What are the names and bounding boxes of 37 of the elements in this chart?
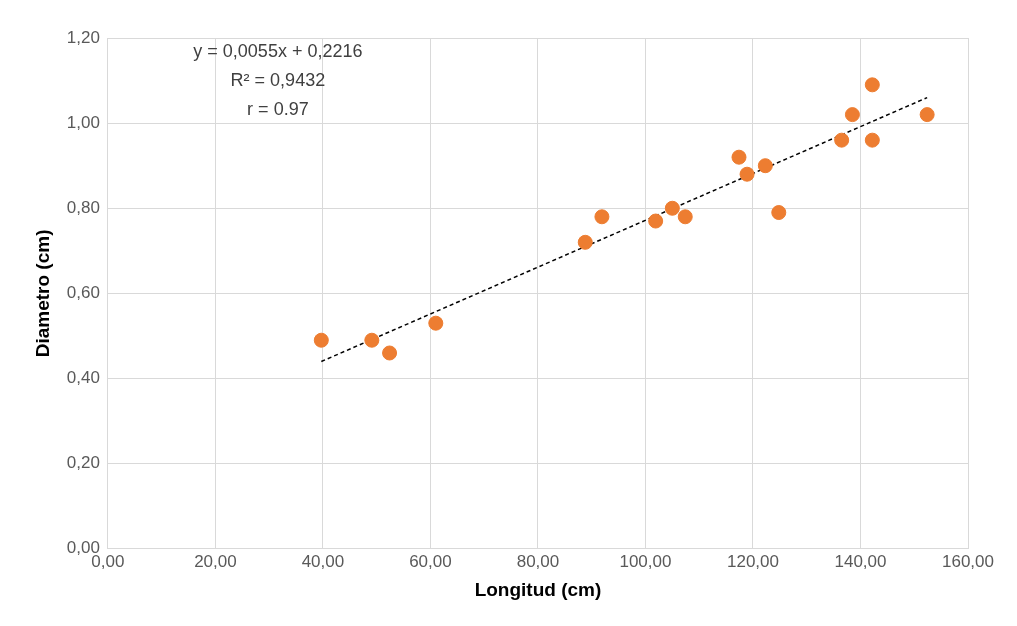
- point: [739, 166, 755, 182]
- x-tick-label: 40,00: [301, 551, 345, 571]
- y-tick-label: 0,40: [66, 368, 100, 388]
- point: [864, 132, 880, 148]
- y-axis-title: Diametro (cm): [31, 229, 53, 358]
- point: [731, 149, 747, 165]
- point: [864, 77, 880, 93]
- x-axis-title: Longitud (cm): [474, 578, 602, 600]
- point: [834, 132, 850, 148]
- x-tick-label: 160,00: [942, 551, 994, 571]
- y-tick-label: 1,20: [66, 27, 100, 47]
- y-tick-label: 0,20: [66, 453, 100, 473]
- point: [382, 345, 398, 361]
- x-tick-label: 20,00: [194, 551, 237, 571]
- point: [757, 158, 773, 174]
- y-tick-label: 0,60: [66, 283, 100, 303]
- y-tick-label: 0,80: [66, 197, 100, 217]
- point: [313, 332, 329, 348]
- x-tick-label: 120,00: [726, 551, 779, 571]
- x-tick-label: 100,00: [619, 551, 672, 571]
- point: [919, 107, 935, 123]
- point: [771, 205, 787, 221]
- annotation: R² = 0,9432: [230, 69, 326, 90]
- x-tick-label: 140,00: [834, 551, 887, 571]
- x-tick-label: 60,00: [409, 551, 452, 571]
- point: [664, 200, 680, 216]
- point: [428, 315, 444, 331]
- point: [364, 332, 380, 348]
- point: [844, 107, 860, 123]
- annotation: y = 0,0055x + 0,2216: [193, 40, 363, 61]
- point: [648, 213, 664, 229]
- point: [577, 234, 593, 250]
- point: [677, 209, 693, 225]
- y-tick-label: 1,00: [66, 112, 100, 132]
- annotation: r = 0.97: [247, 98, 309, 119]
- point: [594, 209, 610, 225]
- x-tick-label: 80,00: [516, 551, 560, 571]
